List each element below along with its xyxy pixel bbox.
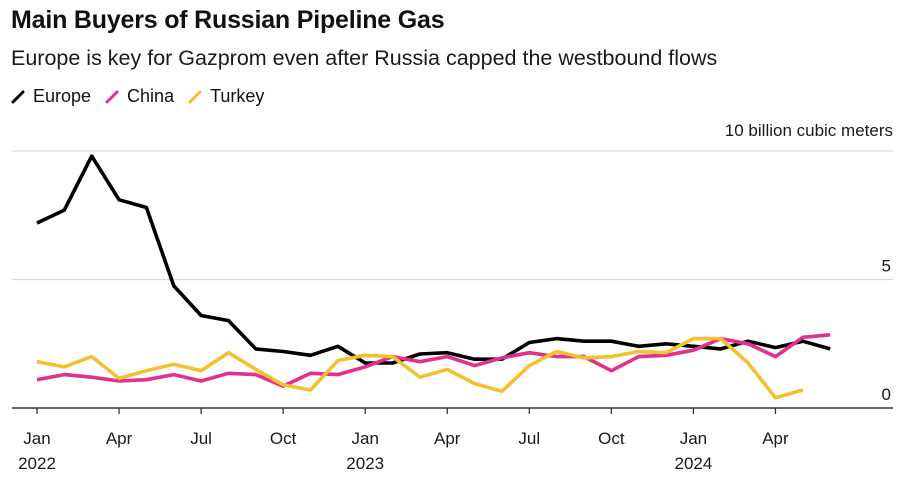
x-tick-label: Apr bbox=[106, 429, 133, 448]
x-tick-label: Jan bbox=[351, 429, 378, 448]
x-tick-label: Jan bbox=[680, 429, 707, 448]
y-tick-label-0: 0 bbox=[882, 385, 891, 404]
legend-swatch-china bbox=[105, 90, 119, 103]
x-tick-label: Jul bbox=[518, 429, 540, 448]
series-line-turkey bbox=[36, 336, 804, 400]
x-tick-label: Jul bbox=[190, 429, 212, 448]
legend-item-turkey: Turkey bbox=[188, 86, 264, 107]
legend-swatch-turkey bbox=[188, 90, 202, 103]
x-tick-label: Oct bbox=[598, 429, 625, 448]
legend-swatch-europe bbox=[11, 90, 25, 103]
x-tick-label: Oct bbox=[270, 429, 297, 448]
y-axis-unit-label: 10 billion cubic meters bbox=[725, 121, 893, 140]
x-tick-year-label: 2022 bbox=[18, 454, 56, 473]
legend-item-china: China bbox=[105, 86, 174, 107]
legend-label-china: China bbox=[127, 86, 175, 106]
x-tick-label: Apr bbox=[762, 429, 789, 448]
series-line-china bbox=[36, 333, 831, 388]
x-tick-year-label: 2024 bbox=[674, 454, 712, 473]
legend-item-europe: Europe bbox=[11, 86, 91, 107]
legend-label-turkey: Turkey bbox=[210, 86, 265, 106]
chart-subtitle: Europe is key for Gazprom even after Rus… bbox=[11, 46, 718, 70]
x-tick-label: Apr bbox=[434, 429, 461, 448]
x-tick-year-label: 2023 bbox=[346, 454, 384, 473]
x-tick-label: Jan bbox=[23, 429, 50, 448]
legend-label-europe: Europe bbox=[33, 86, 92, 106]
y-tick-label-5: 5 bbox=[882, 257, 891, 276]
series-line-europe bbox=[36, 154, 831, 365]
chart-title: Main Buyers of Russian Pipeline Gas bbox=[11, 6, 445, 34]
legend: Europe China Turkey bbox=[11, 86, 278, 107]
